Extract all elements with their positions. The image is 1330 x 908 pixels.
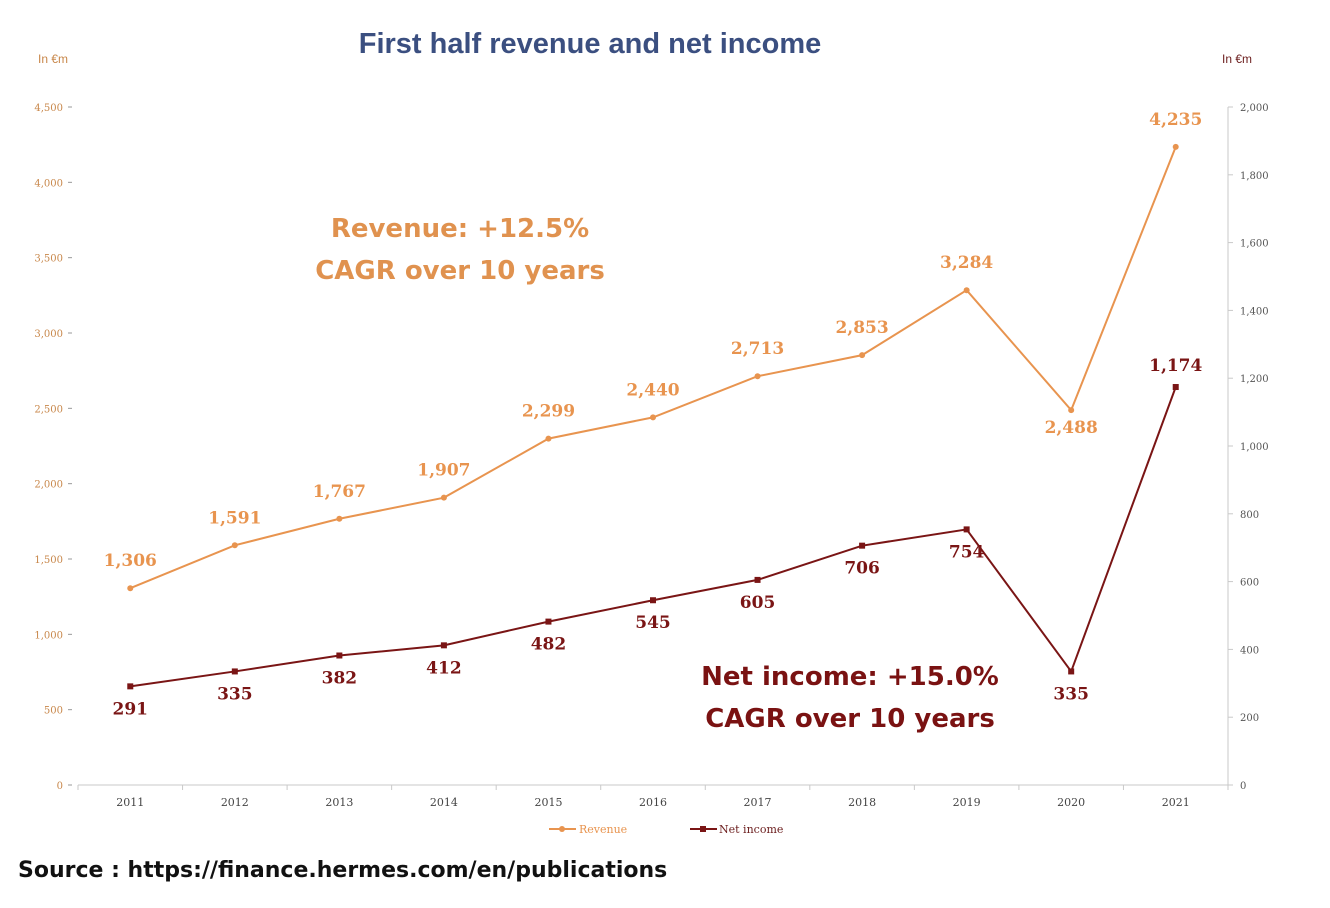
left-tick-label: 2,500 xyxy=(34,404,63,415)
left-tick-label: 3,500 xyxy=(34,254,63,265)
net-income-cagr-callout: Net income: +15.0% CAGR over 10 years xyxy=(660,656,1040,740)
net-income-point xyxy=(650,597,656,604)
net-income-point xyxy=(1172,384,1179,391)
x-tick-label: 2020 xyxy=(1057,796,1085,809)
left-tick-label: 4,500 xyxy=(34,103,63,114)
revenue-data-label: 1,591 xyxy=(208,508,261,528)
legend-revenue-label: Revenue xyxy=(579,823,627,836)
revenue-point xyxy=(754,373,761,380)
revenue-line xyxy=(129,146,1177,590)
revenue-point xyxy=(1172,143,1179,150)
net-income-cagr-line2: CAGR over 10 years xyxy=(705,704,995,734)
x-tick-label: 2014 xyxy=(430,796,458,809)
net-income-point xyxy=(545,618,552,625)
revenue-point xyxy=(963,287,970,294)
x-tick-label: 2011 xyxy=(116,796,144,809)
net-income-data-label: 382 xyxy=(322,669,358,689)
revenue-data-label: 1,306 xyxy=(104,551,157,571)
revenue-data-label: 2,488 xyxy=(1045,418,1098,438)
revenue-data-label: 1,907 xyxy=(417,461,470,481)
revenue-point xyxy=(1068,407,1075,414)
revenue-data-label: 2,440 xyxy=(626,380,679,400)
net-income-cagr-line1: Net income: +15.0% xyxy=(701,662,999,692)
right-tick-label: 600 xyxy=(1240,578,1259,589)
left-tick-label: 2,000 xyxy=(34,480,63,491)
net-income-data-label: 1,174 xyxy=(1149,356,1202,376)
net-income-data-label: 605 xyxy=(740,593,776,613)
net-income-point xyxy=(859,542,866,549)
legend-net-income-label: Net income xyxy=(719,823,783,836)
net-income-point xyxy=(440,642,447,649)
net-income-data-label: 754 xyxy=(949,542,985,562)
right-tick-label: 0 xyxy=(1240,781,1246,792)
right-tick-label: 400 xyxy=(1240,645,1259,656)
revenue-point xyxy=(859,352,866,359)
revenue-point xyxy=(231,542,238,549)
net-income-data-label: 706 xyxy=(844,559,880,579)
net-income-data-label: 412 xyxy=(426,658,462,678)
net-income-point xyxy=(1068,668,1075,675)
legend-net-income-marker xyxy=(700,826,706,832)
revenue-point xyxy=(650,414,656,421)
left-tick-label: 1,000 xyxy=(34,630,63,641)
left-tick-label: 3,000 xyxy=(34,329,63,340)
net-income-data-label: 335 xyxy=(1053,684,1089,704)
right-tick-label: 1,600 xyxy=(1240,239,1269,250)
x-tick-label: 2021 xyxy=(1162,796,1190,809)
x-tick-label: 2016 xyxy=(639,796,667,809)
revenue-data-label: 3,284 xyxy=(940,253,993,273)
x-tick-label: 2015 xyxy=(534,796,562,809)
net-income-data-label: 482 xyxy=(531,635,567,655)
legend-revenue-marker xyxy=(559,826,565,832)
revenue-data-label: 4,235 xyxy=(1149,110,1202,130)
right-tick-label: 1,200 xyxy=(1240,374,1269,385)
left-tick-label: 1,500 xyxy=(34,555,63,566)
right-tick-label: 1,800 xyxy=(1240,171,1269,182)
net-income-point xyxy=(127,683,134,690)
chart-title: First half revenue and net income xyxy=(358,28,822,60)
net-income-point xyxy=(336,652,343,659)
x-tick-label: 2018 xyxy=(848,796,876,809)
x-tick-label: 2013 xyxy=(325,796,353,809)
right-tick-label: 1,000 xyxy=(1240,442,1269,453)
right-tick-label: 800 xyxy=(1240,510,1259,521)
revenue-data-label: 1,767 xyxy=(313,482,366,502)
net-income-point xyxy=(231,668,238,675)
left-axis-unit: In €m xyxy=(38,52,69,66)
left-tick-label: 500 xyxy=(44,706,63,717)
left-tick-label: 0 xyxy=(57,781,63,792)
net-income-data-label: 291 xyxy=(113,699,149,719)
x-tick-label: 2012 xyxy=(221,796,249,809)
left-tick-label: 4,000 xyxy=(34,178,63,189)
right-tick-label: 200 xyxy=(1240,713,1259,724)
revenue-point xyxy=(127,585,134,592)
source-note: Source : https://finance.hermes.com/en/p… xyxy=(18,858,668,883)
x-tick-label: 2019 xyxy=(953,796,981,809)
net-income-point xyxy=(963,526,970,533)
right-tick-label: 1,400 xyxy=(1240,306,1269,317)
net-income-line xyxy=(130,386,1177,688)
net-income-data-label: 545 xyxy=(635,613,671,633)
revenue-cagr-line1: Revenue: +12.5% xyxy=(330,214,590,244)
revenue-cagr-line2: CAGR over 10 years xyxy=(315,256,605,286)
net-income-point xyxy=(754,576,761,583)
revenue-point xyxy=(545,435,552,442)
revenue-point xyxy=(440,494,447,501)
x-tick-label: 2017 xyxy=(744,796,772,809)
right-axis-unit: In €m xyxy=(1222,52,1253,66)
revenue-cagr-callout: Revenue: +12.5% CAGR over 10 years xyxy=(290,208,630,292)
net-income-data-label: 335 xyxy=(217,684,253,704)
revenue-data-label: 2,713 xyxy=(731,339,784,359)
right-tick-label: 2,000 xyxy=(1240,103,1269,114)
revenue-point xyxy=(336,515,343,522)
revenue-data-label: 2,853 xyxy=(835,318,888,338)
revenue-data-label: 2,299 xyxy=(522,402,575,422)
